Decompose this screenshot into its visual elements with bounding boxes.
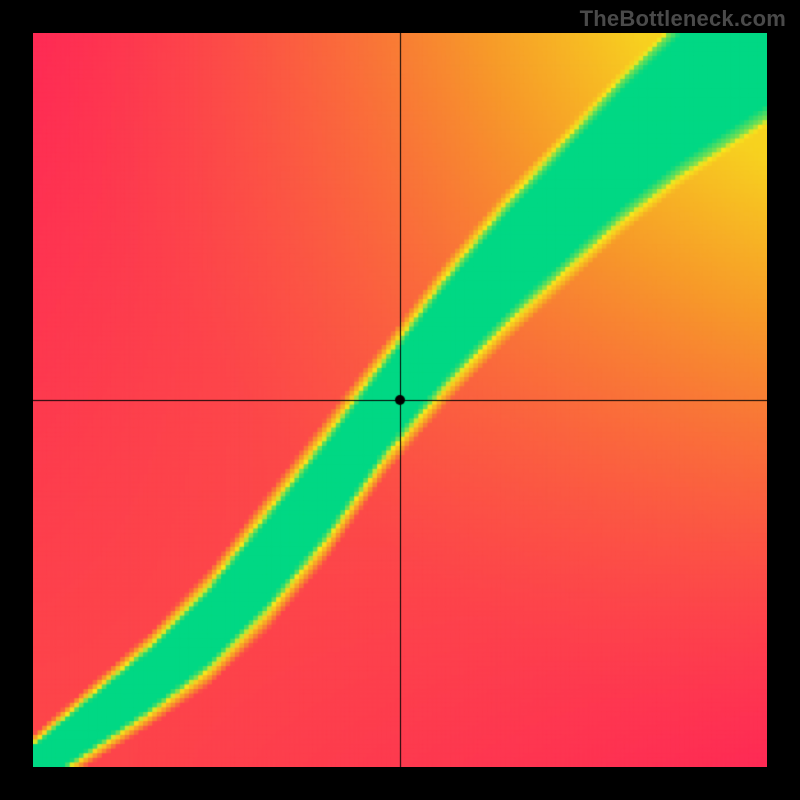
bottleneck-heatmap bbox=[33, 33, 767, 767]
watermark-text: TheBottleneck.com bbox=[580, 6, 786, 32]
chart-frame: TheBottleneck.com bbox=[0, 0, 800, 800]
